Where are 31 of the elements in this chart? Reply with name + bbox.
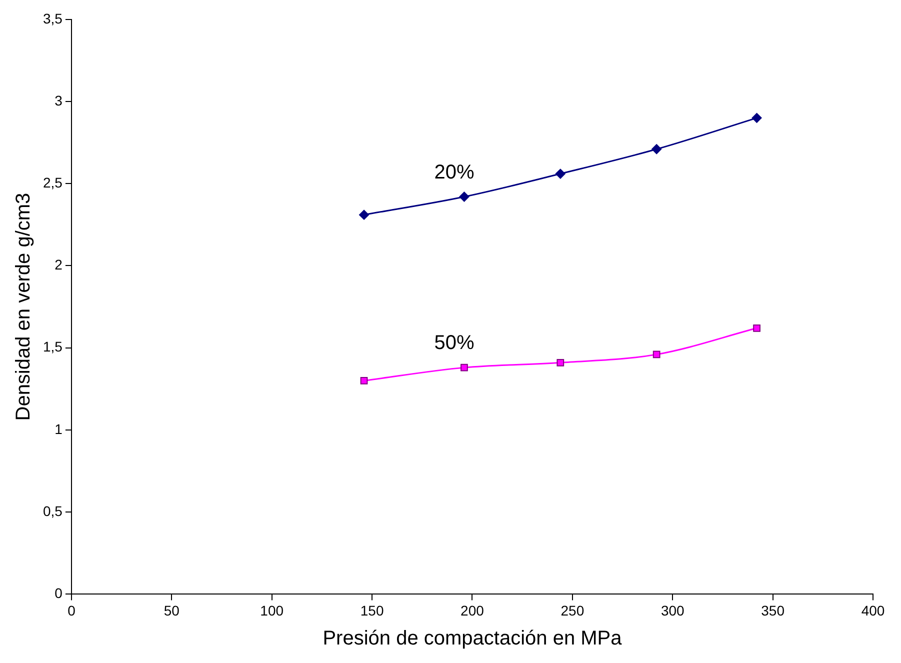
point: [360, 377, 368, 384]
x-axis-title: Presión de compactación en MPa: [322, 628, 623, 650]
point: [652, 144, 662, 154]
x-tick-label: 200: [460, 602, 484, 618]
x-tick-label: 250: [560, 602, 584, 618]
y-tick-label: 1: [54, 420, 63, 437]
y-tick-label: 3: [54, 92, 63, 108]
y-tick-label: 3,5: [42, 10, 63, 26]
y-tick-label: 1,5: [42, 338, 63, 355]
x-tick-label: 100: [260, 602, 284, 618]
series-label: 50%: [434, 332, 474, 354]
series-label: 20%: [434, 161, 474, 184]
y-tick-label: 2: [54, 256, 63, 273]
y-tick-label: 0,5: [42, 502, 63, 519]
x-tick-label: 150: [360, 602, 384, 618]
y-axis-title: Densidad en verde g/cm3: [12, 192, 35, 421]
point: [652, 350, 660, 358]
point: [459, 192, 470, 202]
point: [556, 358, 564, 366]
point: [555, 168, 566, 179]
x-tick-label: 50: [164, 602, 180, 618]
x-tick-label: 400: [861, 602, 885, 618]
x-tick-label: 350: [761, 602, 785, 618]
y-tick-label: 2,5: [42, 174, 63, 190]
point: [753, 324, 760, 332]
y-tick-label: 0: [54, 585, 63, 602]
x-tick-label: 0: [68, 602, 76, 618]
point: [359, 210, 370, 220]
x-tick-label: 300: [660, 602, 685, 618]
point: [460, 364, 468, 372]
point: [752, 112, 762, 123]
